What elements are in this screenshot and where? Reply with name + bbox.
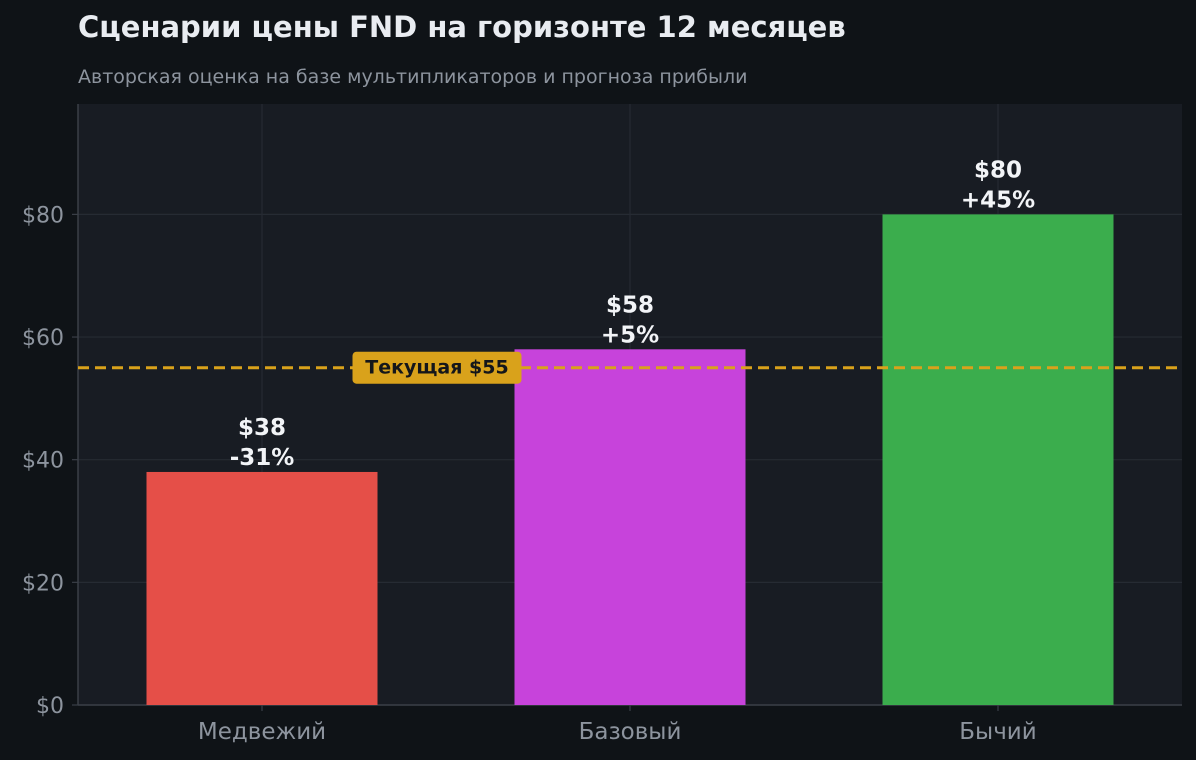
current-price-badge — [352, 351, 522, 384]
y-tick-label: $60 — [22, 326, 64, 351]
x-tick-label: Базовый — [579, 719, 682, 745]
bar-value-label: $80 — [974, 157, 1022, 183]
current-price-label: Текущая $55 — [365, 357, 508, 379]
y-tick-label: $20 — [22, 571, 64, 596]
y-tick-label: $0 — [36, 694, 64, 719]
y-tick-label: $80 — [22, 203, 64, 228]
chart-title: Сценарии цены FND на горизонте 12 месяце… — [78, 10, 846, 44]
bar-2 — [514, 349, 746, 705]
y-tick-label: $40 — [22, 449, 64, 474]
x-tick-label: Бычий — [959, 719, 1036, 745]
bar-value-label: $38 — [238, 415, 286, 441]
bar-1 — [146, 471, 378, 705]
bar-value-label: $58 — [606, 292, 654, 318]
bar-change-label: -31% — [230, 445, 295, 471]
bar-3 — [882, 214, 1114, 705]
bar-change-label: +45% — [961, 187, 1035, 213]
x-tick-label: Медвежий — [198, 719, 326, 745]
chart-subtitle: Авторская оценка на базе мультипликаторо… — [78, 66, 748, 88]
bar-change-label: +5% — [601, 322, 659, 348]
